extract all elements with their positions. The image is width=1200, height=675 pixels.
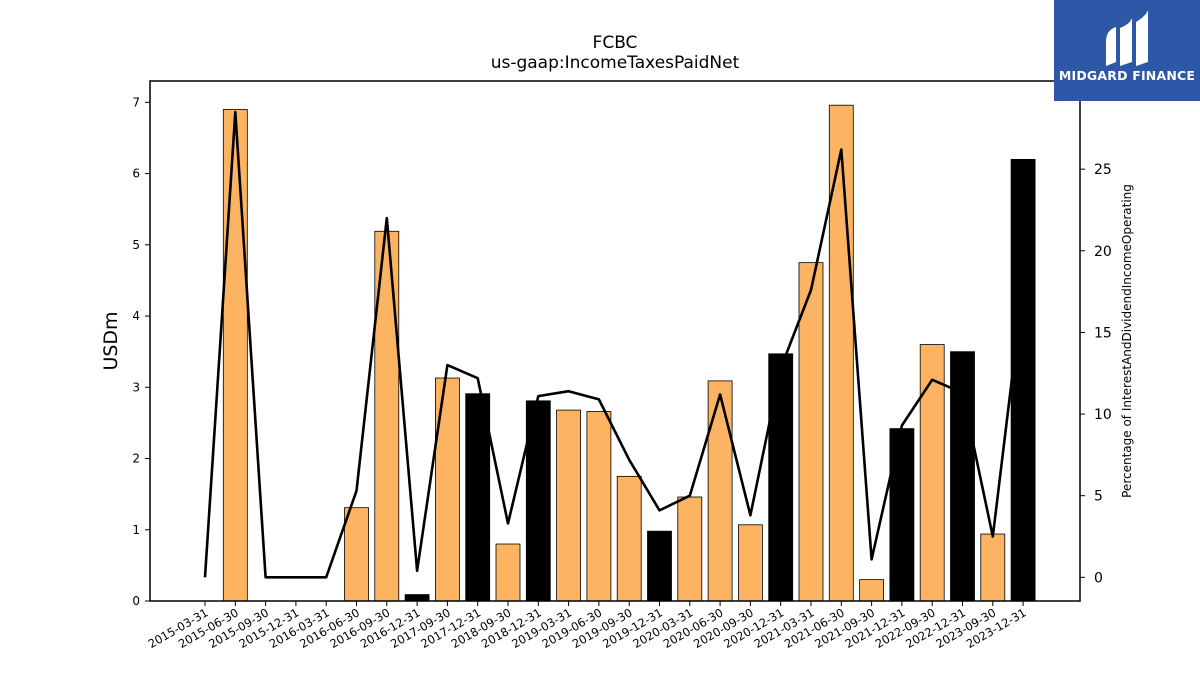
- bar-2017-09-30: [434, 377, 460, 602]
- y-tick-label: 1: [132, 523, 140, 537]
- bar-2016-12-31: [404, 594, 430, 602]
- bar-2020-09-30: [738, 524, 763, 602]
- logo-text: MIDGARD FINANCE: [1058, 68, 1196, 83]
- bar-2016-06-30: [344, 507, 369, 602]
- bar-2015-06-30: [222, 109, 248, 602]
- bar-2019-03-31: [556, 409, 581, 602]
- logo: MIDGARD FINANCE: [1054, 0, 1200, 101]
- bar-2019-12-31: [647, 530, 672, 602]
- plot-frame: [149, 80, 1081, 602]
- bar-2020-12-31: [768, 353, 794, 602]
- bar-2021-12-31: [889, 428, 915, 602]
- bar-2021-06-30: [828, 104, 854, 602]
- y2-axis-label: Percentage of InterestAndDividendIncomeO…: [1120, 184, 1134, 498]
- bar-2019-09-30: [616, 475, 642, 602]
- bar-2021-09-30: [859, 579, 884, 602]
- y-axis-label: USDm: [100, 311, 122, 370]
- y-axis-right: 0 5 10 15 20 25: [1080, 162, 1112, 586]
- y-axis-left: 0 1 2 3 4 5 6 7: [132, 95, 150, 608]
- bar-2020-06-30: [707, 380, 733, 602]
- x-axis: 2015-03-312015-06-302015-09-302015-12-31…: [146, 601, 1029, 651]
- percentage-line: [203, 110, 1025, 579]
- y2-tick-label: 15: [1094, 325, 1112, 341]
- y-tick-label: 2: [132, 452, 140, 466]
- y2-tick-label: 20: [1094, 244, 1112, 260]
- y2-tick-label: 5: [1094, 489, 1103, 505]
- bar-2022-09-30: [919, 344, 945, 602]
- bar-2019-06-30: [586, 411, 612, 602]
- logo-mark-icon: [1106, 10, 1148, 66]
- y2-tick-label: 10: [1094, 407, 1112, 423]
- bar-2018-09-30: [495, 543, 521, 602]
- bar-2021-03-31: [798, 262, 824, 602]
- bar-2023-12-31: [1010, 158, 1036, 602]
- y-tick-label: 4: [132, 309, 140, 323]
- y-tick-label: 7: [132, 95, 140, 109]
- y-tick-label: 3: [132, 380, 140, 394]
- y-tick-label: 6: [132, 167, 140, 181]
- bar-2020-03-31: [677, 496, 703, 602]
- bar-2017-12-31: [465, 393, 491, 602]
- y-tick-label: 0: [132, 594, 140, 608]
- y2-tick-label: 25: [1094, 162, 1112, 178]
- y-tick-label: 5: [132, 238, 140, 252]
- chart-title: FCBC: [593, 33, 638, 53]
- chart-subtitle: us-gaap:IncomeTaxesPaidNet: [491, 53, 740, 73]
- y2-tick-label: 0: [1094, 570, 1103, 586]
- bar-2023-09-30: [980, 533, 1006, 602]
